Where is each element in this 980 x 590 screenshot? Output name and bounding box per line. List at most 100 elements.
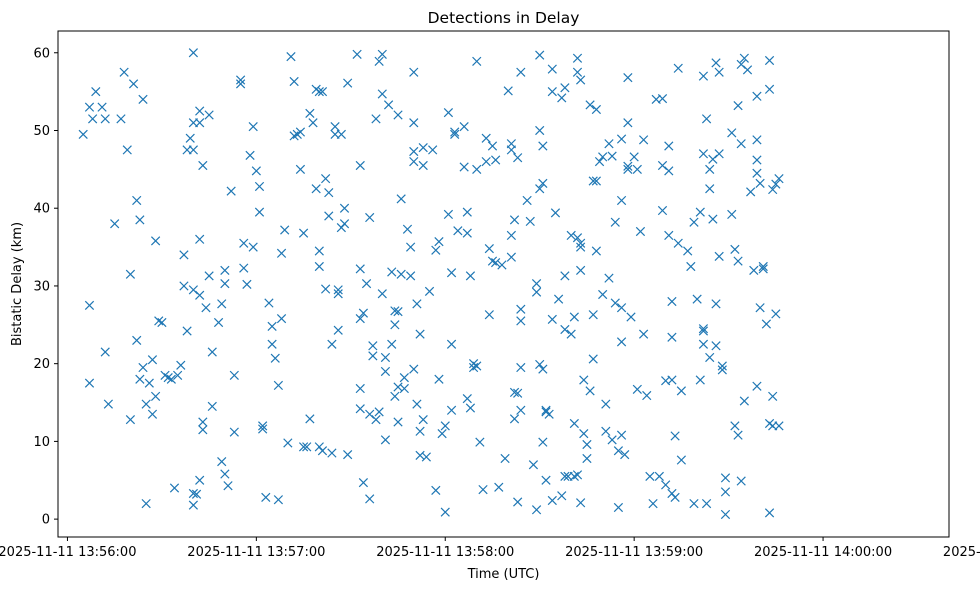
data-point-49 <box>195 475 205 485</box>
data-point-390 <box>730 421 740 431</box>
data-point-389 <box>730 244 740 255</box>
data-point-285 <box>572 233 583 243</box>
data-point-282 <box>569 418 579 429</box>
data-point-58 <box>198 425 208 435</box>
data-point-314 <box>610 298 620 308</box>
data-point-203 <box>450 129 460 140</box>
y-tick-label-4: 40 <box>33 202 50 217</box>
data-point-379 <box>714 67 724 77</box>
data-point-213 <box>468 362 479 373</box>
data-point-173 <box>405 242 416 252</box>
data-point-23 <box>141 399 151 409</box>
data-point-290 <box>576 238 586 248</box>
data-point-129 <box>336 129 346 140</box>
data-point-50 <box>188 500 199 510</box>
data-point-371 <box>705 164 715 174</box>
data-point-67 <box>217 456 227 467</box>
data-point-334 <box>642 390 652 401</box>
data-point-30 <box>157 317 167 328</box>
data-point-90 <box>270 353 280 363</box>
data-point-301 <box>591 104 602 115</box>
data-point-259 <box>538 364 548 374</box>
data-point-308 <box>601 426 611 436</box>
data-point-303 <box>591 246 602 256</box>
data-point-372 <box>705 184 715 194</box>
data-point-410 <box>758 261 768 272</box>
data-point-235 <box>506 252 516 262</box>
data-point-95 <box>280 225 290 235</box>
plot-area-frame <box>57 30 950 538</box>
data-point-421 <box>774 174 784 184</box>
data-point-207 <box>459 121 469 132</box>
data-point-55 <box>195 290 205 300</box>
data-point-220 <box>481 133 491 143</box>
data-point-398 <box>739 396 749 406</box>
data-point-268 <box>547 495 557 506</box>
data-point-386 <box>720 487 731 497</box>
data-point-178 <box>409 156 419 167</box>
data-point-7 <box>119 67 129 77</box>
data-point-344 <box>664 166 674 176</box>
data-point-250 <box>531 278 542 289</box>
data-point-170 <box>399 373 409 383</box>
data-point-395 <box>736 139 746 149</box>
data-point-141 <box>358 477 369 488</box>
data-point-272 <box>557 93 567 103</box>
data-point-110 <box>311 184 321 194</box>
data-point-205 <box>453 226 463 236</box>
data-point-356 <box>676 455 687 465</box>
data-point-135 <box>355 264 365 274</box>
data-point-64 <box>217 299 227 309</box>
data-point-98 <box>286 52 296 62</box>
data-point-180 <box>412 299 422 309</box>
data-point-156 <box>380 435 391 445</box>
data-point-33 <box>166 374 176 384</box>
data-point-312 <box>607 435 617 445</box>
data-point-29 <box>154 316 164 326</box>
data-point-56 <box>195 234 205 244</box>
data-point-1 <box>84 102 95 112</box>
data-point-2 <box>88 114 98 124</box>
data-point-270 <box>553 294 564 304</box>
data-point-251 <box>531 287 542 297</box>
data-point-246 <box>516 67 526 77</box>
y-tick-label-6: 60 <box>33 46 50 61</box>
data-point-406 <box>752 381 762 391</box>
data-point-225 <box>487 256 498 266</box>
data-point-47 <box>188 488 199 499</box>
data-point-158 <box>383 100 394 110</box>
data-point-363 <box>695 375 705 385</box>
data-point-111 <box>314 87 324 97</box>
data-point-385 <box>720 473 731 483</box>
data-point-148 <box>371 114 381 124</box>
data-point-59 <box>201 303 211 313</box>
data-point-293 <box>579 428 589 439</box>
data-point-331 <box>635 226 646 237</box>
data-point-233 <box>506 145 516 155</box>
data-point-241 <box>513 388 523 398</box>
data-point-94 <box>276 313 287 324</box>
data-point-43 <box>195 118 205 128</box>
data-point-289 <box>576 265 586 276</box>
data-point-99 <box>289 131 299 141</box>
data-point-403 <box>752 135 762 145</box>
data-point-105 <box>302 442 312 452</box>
data-point-257 <box>538 178 548 188</box>
data-point-61 <box>207 347 217 357</box>
data-point-210 <box>462 394 472 404</box>
data-point-384 <box>720 509 731 520</box>
data-point-150 <box>374 56 384 66</box>
data-point-234 <box>506 230 516 241</box>
data-point-296 <box>585 100 595 110</box>
data-point-320 <box>616 303 627 313</box>
data-point-198 <box>443 107 454 118</box>
data-point-107 <box>305 108 315 119</box>
data-point-378 <box>711 341 721 351</box>
data-point-115 <box>317 87 328 97</box>
data-point-404 <box>752 155 762 165</box>
data-point-133 <box>343 449 353 460</box>
data-point-151 <box>374 407 384 417</box>
data-point-399 <box>742 65 753 75</box>
data-point-166 <box>393 417 403 427</box>
